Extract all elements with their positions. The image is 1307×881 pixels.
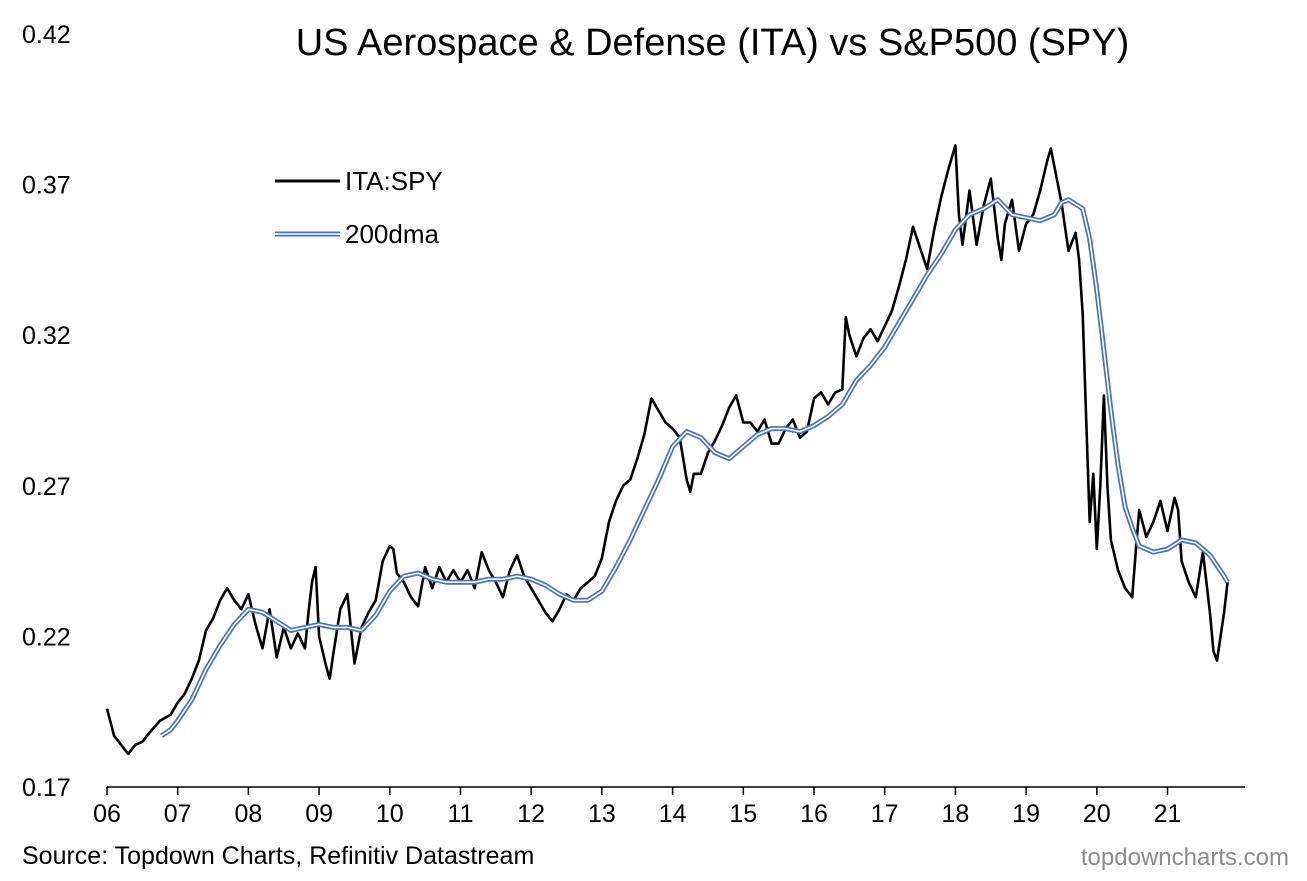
x-tick-label: 09: [305, 800, 333, 828]
x-tick-label: 06: [93, 800, 121, 828]
y-tick-label: 0.32: [22, 322, 71, 350]
x-tick-label: 15: [729, 800, 757, 828]
x-tick-label: 18: [941, 800, 969, 828]
x-tick-label: 11: [448, 800, 474, 828]
y-tick-label: 0.42: [22, 21, 71, 49]
y-tick-label: 0.17: [22, 774, 71, 802]
watermark: topdowncharts.com: [1080, 844, 1289, 871]
legend-label-ita-spy: ITA:SPY: [345, 166, 443, 196]
x-tick-label: 07: [164, 800, 192, 828]
x-tick-label: 16: [800, 800, 828, 828]
x-tick-label: 12: [517, 800, 545, 828]
y-tick-label: 0.22: [22, 623, 71, 651]
x-tick-label: 20: [1083, 800, 1111, 828]
x-tick-label: 08: [234, 800, 262, 828]
chart-title: US Aerospace & Defense (ITA) vs S&P500 (…: [295, 22, 1130, 64]
series-line-ita-spy: [105, 144, 1229, 756]
y-tick-label: 0.27: [22, 473, 71, 501]
legend: ITA:SPY 200dma: [275, 166, 443, 249]
x-tick-label: 19: [1012, 800, 1040, 828]
x-tick-label: 17: [871, 800, 899, 828]
x-tick-label: 10: [376, 800, 404, 828]
series-layer: [105, 144, 1230, 756]
axes: 0.17 0.22 0.27 0.32 0.37 0.42 06 07 08 09 10 11 12 13…: [22, 21, 1245, 828]
series-line-200dma-outline: [160, 197, 1230, 738]
y-tick-label: 0.37: [22, 172, 71, 200]
x-tick-label: 21: [1154, 800, 1182, 828]
x-tick-label: 13: [588, 800, 616, 828]
x-tick-label: 14: [659, 800, 687, 828]
legend-label-200dma: 200dma: [345, 219, 439, 249]
series-line-200dma: [160, 198, 1229, 737]
source-note: Source: Topdown Charts, Refinitiv Datast…: [22, 842, 535, 870]
